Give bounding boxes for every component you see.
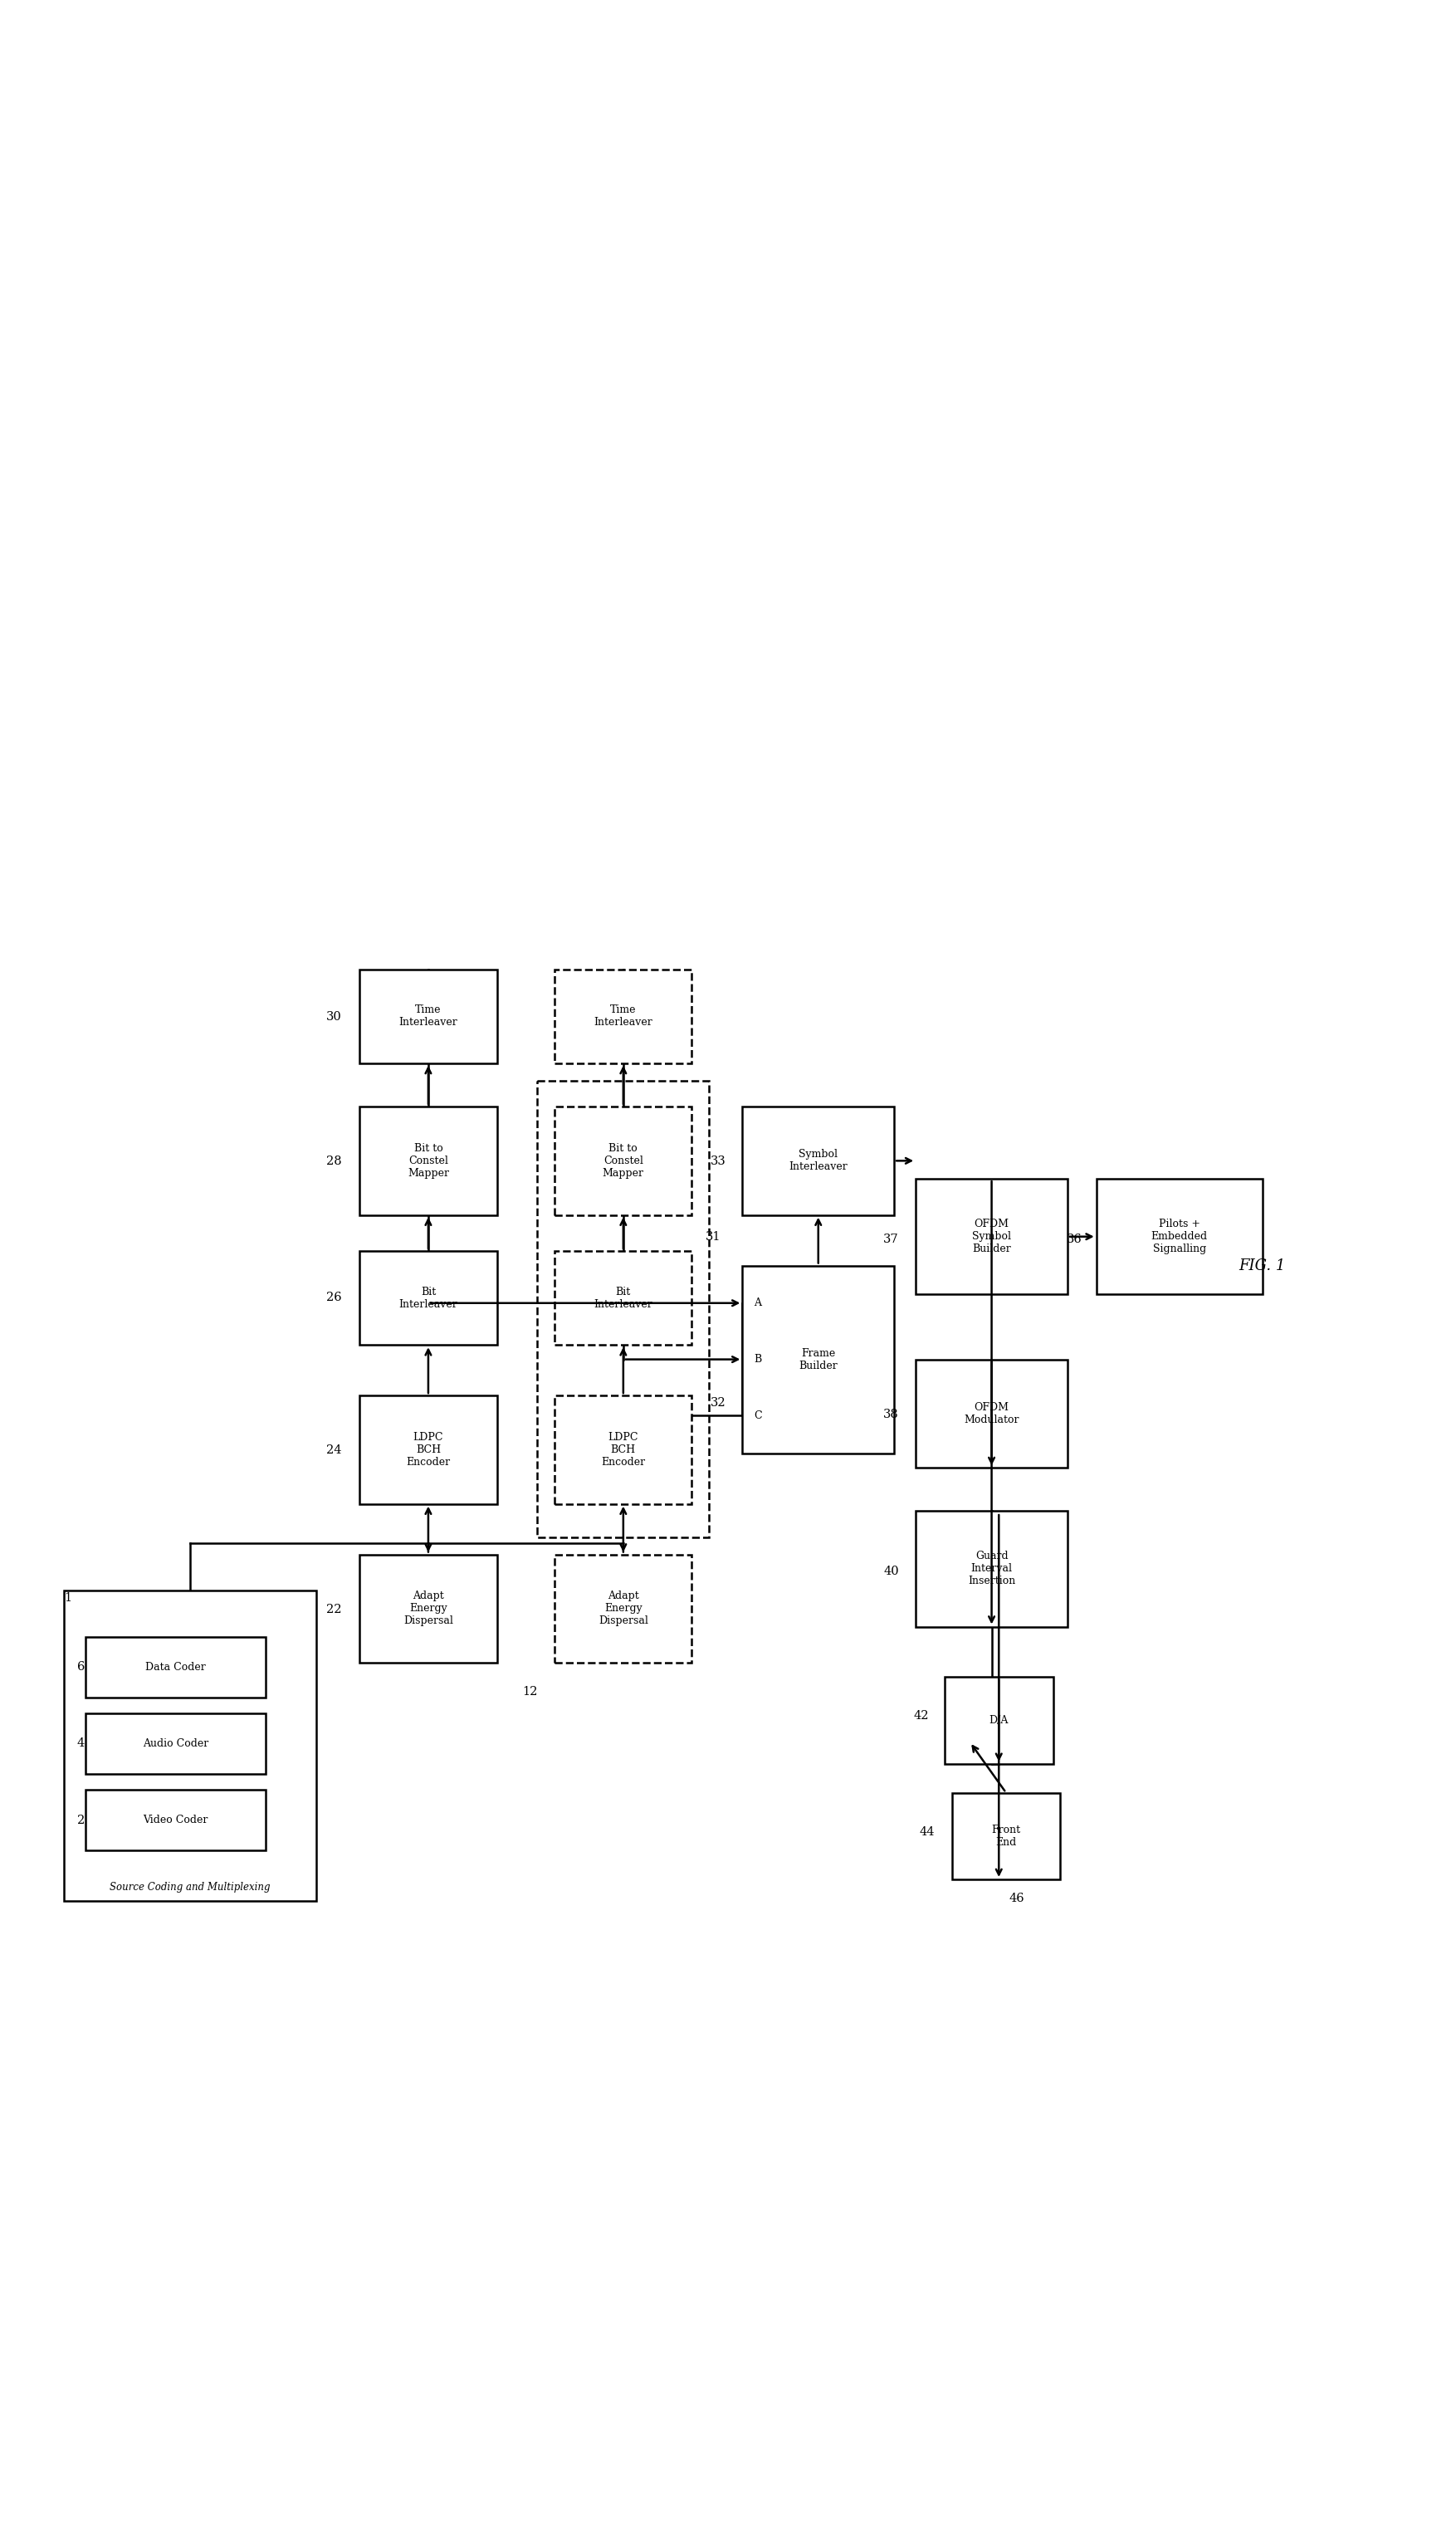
Text: Frame
Builder: Frame Builder	[799, 1349, 837, 1372]
Text: Bit to
Constel
Mapper: Bit to Constel Mapper	[603, 1144, 644, 1179]
Text: D/A: D/A	[989, 1716, 1009, 1726]
FancyBboxPatch shape	[360, 1250, 496, 1344]
FancyBboxPatch shape	[86, 1789, 266, 1850]
FancyBboxPatch shape	[916, 1359, 1067, 1468]
Text: 24: 24	[326, 1445, 341, 1455]
Text: Bit to
Constel
Mapper: Bit to Constel Mapper	[408, 1144, 448, 1179]
FancyBboxPatch shape	[743, 1106, 894, 1215]
Text: Guard
Interval
Insertion: Guard Interval Insertion	[968, 1552, 1015, 1587]
Text: 31: 31	[706, 1230, 721, 1243]
Text: 33: 33	[711, 1157, 725, 1167]
FancyBboxPatch shape	[743, 1266, 894, 1453]
Text: 37: 37	[884, 1233, 898, 1245]
FancyBboxPatch shape	[360, 1554, 496, 1663]
Text: Front
End: Front End	[992, 1825, 1021, 1848]
FancyBboxPatch shape	[945, 1678, 1053, 1764]
FancyBboxPatch shape	[86, 1713, 266, 1774]
Text: FIG. 1: FIG. 1	[1239, 1258, 1286, 1273]
Text: OFDM
Modulator: OFDM Modulator	[964, 1402, 1019, 1425]
Text: 6: 6	[77, 1660, 84, 1673]
FancyBboxPatch shape	[916, 1179, 1067, 1293]
Text: 1: 1	[64, 1592, 71, 1605]
Text: A: A	[754, 1298, 761, 1309]
FancyBboxPatch shape	[555, 1554, 692, 1663]
Text: LDPC
BCH
Encoder: LDPC BCH Encoder	[406, 1433, 450, 1468]
Text: 38: 38	[884, 1407, 898, 1420]
FancyBboxPatch shape	[360, 1395, 496, 1503]
Text: 26: 26	[326, 1291, 341, 1303]
FancyBboxPatch shape	[952, 1792, 1060, 1881]
Text: Symbol
Interleaver: Symbol Interleaver	[789, 1149, 847, 1172]
Text: 30: 30	[326, 1012, 342, 1023]
Text: Bit
Interleaver: Bit Interleaver	[594, 1286, 652, 1309]
Text: Time
Interleaver: Time Interleaver	[594, 1005, 652, 1028]
Text: 2: 2	[77, 1815, 84, 1825]
Text: 36: 36	[1067, 1233, 1082, 1245]
Text: B: B	[754, 1354, 761, 1364]
FancyBboxPatch shape	[1096, 1179, 1262, 1293]
FancyBboxPatch shape	[360, 1106, 496, 1215]
Text: 28: 28	[326, 1157, 341, 1167]
Text: Audio Coder: Audio Coder	[143, 1739, 208, 1749]
Text: Bit
Interleaver: Bit Interleaver	[399, 1286, 457, 1309]
Text: 46: 46	[1009, 1893, 1025, 1903]
Text: 40: 40	[884, 1567, 898, 1577]
FancyBboxPatch shape	[555, 1106, 692, 1215]
FancyBboxPatch shape	[916, 1511, 1067, 1627]
Text: OFDM
Symbol
Builder: OFDM Symbol Builder	[973, 1220, 1010, 1255]
Text: 22: 22	[326, 1605, 341, 1615]
Text: LDPC
BCH
Encoder: LDPC BCH Encoder	[601, 1433, 645, 1468]
Text: 42: 42	[914, 1711, 929, 1721]
Text: 32: 32	[711, 1397, 725, 1410]
Text: Adapt
Energy
Dispersal: Adapt Energy Dispersal	[598, 1589, 648, 1627]
FancyBboxPatch shape	[64, 1589, 316, 1901]
Text: 44: 44	[920, 1825, 935, 1838]
Text: 12: 12	[523, 1686, 537, 1698]
FancyBboxPatch shape	[555, 1250, 692, 1344]
Text: Video Coder: Video Coder	[143, 1815, 208, 1825]
FancyBboxPatch shape	[86, 1638, 266, 1698]
Text: Pilots +
Embedded
Signalling: Pilots + Embedded Signalling	[1152, 1220, 1207, 1255]
Text: C: C	[754, 1410, 761, 1420]
Text: 4: 4	[77, 1739, 84, 1749]
FancyBboxPatch shape	[360, 969, 496, 1063]
Text: Source Coding and Multiplexing: Source Coding and Multiplexing	[109, 1881, 271, 1893]
Text: Adapt
Energy
Dispersal: Adapt Energy Dispersal	[403, 1589, 453, 1627]
Text: Data Coder: Data Coder	[146, 1663, 205, 1673]
Text: Time
Interleaver: Time Interleaver	[399, 1005, 457, 1028]
FancyBboxPatch shape	[555, 969, 692, 1063]
FancyBboxPatch shape	[555, 1395, 692, 1503]
